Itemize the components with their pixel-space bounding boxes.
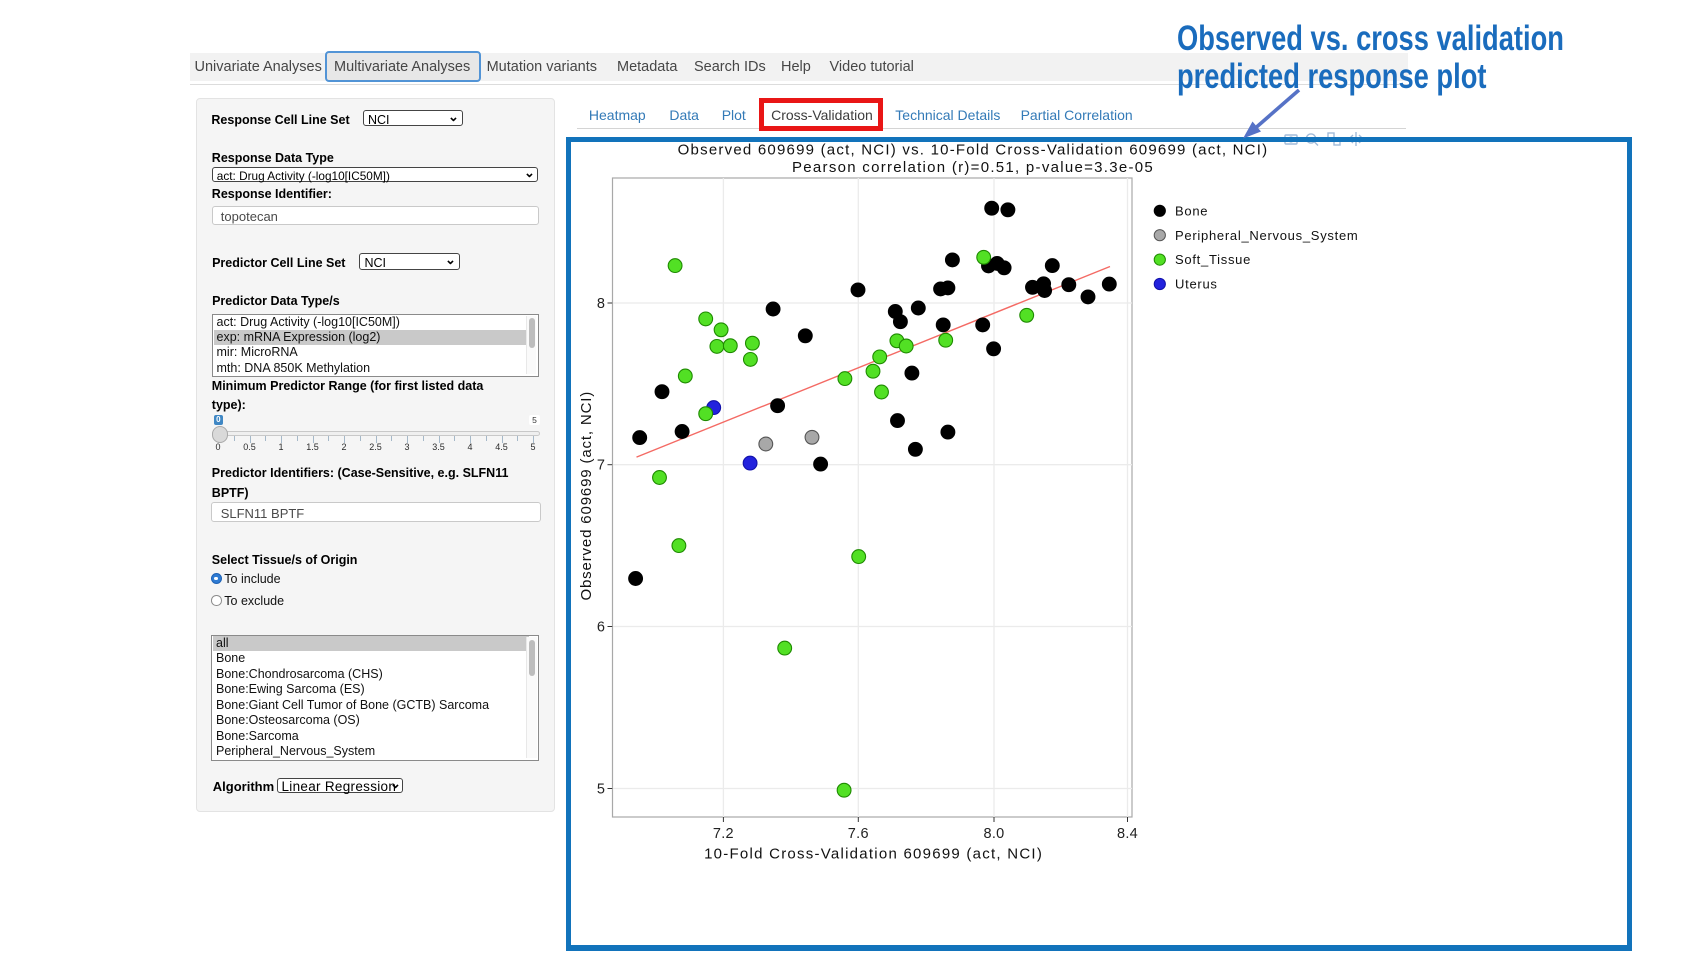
svg-text:8.0: 8.0 xyxy=(983,826,1004,842)
svg-text:8.4: 8.4 xyxy=(1117,826,1138,842)
svg-text:7.2: 7.2 xyxy=(713,826,734,842)
svg-text:Pearson correlation (r)=0.51,: Pearson correlation (r)=0.51, p-value=3.… xyxy=(792,159,1154,176)
svg-text:7: 7 xyxy=(597,458,605,474)
svg-text:Bone: Bone xyxy=(1175,203,1208,218)
svg-text:6: 6 xyxy=(597,620,605,636)
svg-text:8: 8 xyxy=(597,296,605,312)
svg-text:Peripheral_Nervous_System: Peripheral_Nervous_System xyxy=(1175,228,1358,243)
svg-text:Observed 609699 (act, NCI) vs.: Observed 609699 (act, NCI) vs. 10-Fold C… xyxy=(678,141,1269,158)
svg-text:Uterus: Uterus xyxy=(1175,277,1218,292)
svg-text:5: 5 xyxy=(597,782,605,798)
svg-text:Observed 609699 (act, NCI): Observed 609699 (act, NCI) xyxy=(578,391,595,601)
svg-text:Soft_Tissue: Soft_Tissue xyxy=(1175,252,1251,267)
svg-text:7.6: 7.6 xyxy=(848,826,869,842)
svg-text:10-Fold Cross-Validation 60969: 10-Fold Cross-Validation 609699 (act, NC… xyxy=(704,846,1043,863)
